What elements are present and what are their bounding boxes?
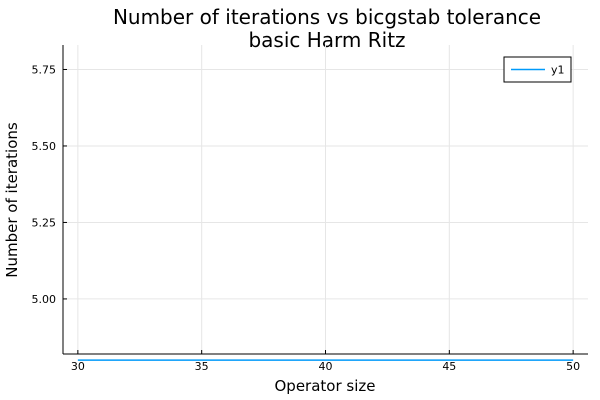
y-tick-label: 5.50 (32, 140, 57, 153)
x-tick-label: 45 (442, 360, 456, 373)
grid (63, 45, 588, 354)
y-axis-label: Number of iterations (3, 122, 21, 278)
x-axis-label: Operator size (275, 377, 376, 395)
x-tick-label: 40 (319, 360, 333, 373)
x-tick-label: 50 (566, 360, 580, 373)
y-tick-label: 5.25 (32, 216, 57, 229)
x-axis-ticks: 30 35 40 45 50 (71, 350, 580, 373)
legend: y1 (503, 56, 572, 83)
chart-title: Number of iterations vs bicgstab toleran… (113, 5, 541, 29)
x-tick-label: 35 (195, 360, 209, 373)
y-tick-label: 5.75 (32, 63, 57, 76)
legend-label-y1: y1 (551, 64, 565, 77)
y-axis-ticks: 5.00 5.25 5.50 5.75 (32, 63, 67, 306)
chart-subtitle: basic Harm Ritz (248, 28, 405, 52)
x-tick-label: 30 (71, 360, 85, 373)
y-tick-label: 5.00 (32, 293, 57, 306)
